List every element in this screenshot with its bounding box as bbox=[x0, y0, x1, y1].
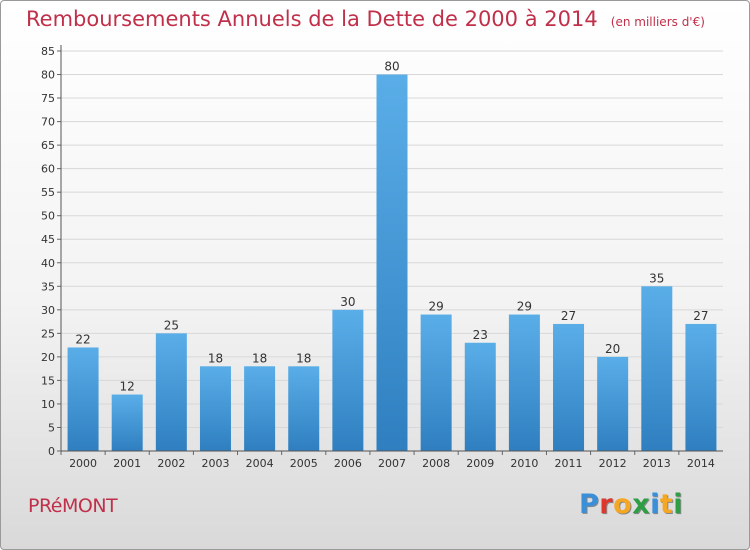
bar-value-label: 18 bbox=[296, 351, 311, 365]
bar-value-label: 80 bbox=[384, 60, 399, 74]
y-tick-label: 40 bbox=[41, 257, 55, 270]
bar bbox=[641, 286, 673, 451]
x-tick-label: 2003 bbox=[201, 457, 229, 470]
bar-value-label: 29 bbox=[517, 300, 532, 314]
bar bbox=[553, 323, 585, 451]
bar-value-label: 22 bbox=[75, 332, 90, 346]
bar bbox=[244, 366, 276, 451]
y-tick-label: 35 bbox=[41, 280, 55, 293]
bar bbox=[288, 366, 320, 451]
y-tick-label: 30 bbox=[41, 304, 55, 317]
x-tick-label: 2009 bbox=[466, 457, 494, 470]
bar-value-label: 30 bbox=[340, 295, 355, 309]
logo-letter: P bbox=[579, 489, 600, 520]
bar-value-label: 27 bbox=[561, 309, 576, 323]
y-tick-label: 5 bbox=[48, 421, 55, 434]
chart-title: Remboursements Annuels de la Dette de 20… bbox=[26, 7, 598, 31]
bar-value-label: 18 bbox=[208, 351, 223, 365]
y-tick-label: 70 bbox=[41, 116, 55, 129]
x-tick-label: 2002 bbox=[157, 457, 185, 470]
y-tick-label: 45 bbox=[41, 233, 55, 246]
bars bbox=[67, 74, 717, 451]
logo-letter: i bbox=[673, 489, 684, 520]
bar-value-label: 27 bbox=[693, 309, 708, 323]
y-tick-label: 0 bbox=[48, 445, 55, 458]
logo-letter: r bbox=[599, 489, 614, 520]
bar bbox=[685, 323, 717, 451]
bar-value-label: 23 bbox=[473, 328, 488, 342]
bar-value-label: 35 bbox=[649, 271, 664, 285]
proxiti-logo[interactable]: Proxiti bbox=[579, 489, 683, 520]
logo-letter: i bbox=[650, 489, 660, 520]
x-tick-label: 2004 bbox=[246, 457, 274, 470]
bar bbox=[111, 394, 143, 451]
y-tick-label: 80 bbox=[41, 69, 55, 82]
data-labels: 22 12 25 18 18 18 30 80 29 23 29 27 20 35 27 bbox=[75, 60, 708, 394]
chart-subtitle: (en milliers d'€) bbox=[610, 15, 705, 29]
bar-value-label: 18 bbox=[252, 351, 267, 365]
y-tick-label: 15 bbox=[41, 374, 55, 387]
logo-letter: t bbox=[659, 489, 674, 520]
bar bbox=[464, 342, 496, 451]
bar bbox=[67, 347, 99, 451]
y-tick-label: 60 bbox=[41, 163, 55, 176]
title-block: Remboursements Annuels de la Dette de 20… bbox=[26, 7, 705, 31]
logo-letter: x bbox=[632, 489, 651, 520]
x-tick-label: 2011 bbox=[555, 457, 583, 470]
x-tick-label: 2008 bbox=[422, 457, 450, 470]
y-tick-label: 25 bbox=[41, 327, 55, 340]
axes bbox=[60, 45, 723, 452]
bar-value-label: 20 bbox=[605, 342, 620, 356]
town-name: PRéMONT bbox=[28, 495, 118, 517]
bar bbox=[155, 333, 187, 451]
x-tick-label: 2001 bbox=[113, 457, 141, 470]
bar-value-label: 29 bbox=[428, 300, 443, 314]
y-tick-label: 85 bbox=[41, 45, 55, 58]
logo-letter: o bbox=[613, 489, 633, 520]
bar bbox=[508, 314, 540, 451]
x-tick-label: 2006 bbox=[334, 457, 362, 470]
bar bbox=[597, 356, 629, 451]
bar bbox=[376, 74, 408, 451]
x-tick-label: 2010 bbox=[510, 457, 538, 470]
y-tick-label: 65 bbox=[41, 139, 55, 152]
x-tick-label: 2007 bbox=[378, 457, 406, 470]
y-tick-label: 55 bbox=[41, 186, 55, 199]
x-tick-label: 2014 bbox=[687, 457, 715, 470]
bar bbox=[199, 366, 231, 451]
bar-value-label: 12 bbox=[120, 380, 135, 394]
bar bbox=[420, 314, 452, 451]
y-tick-label: 10 bbox=[41, 398, 55, 411]
y-axis-ticks: 0 5 10 15 20 25 30 35 40 45 50 55 60 65 70 75 80 85 bbox=[41, 45, 61, 458]
y-tick-label: 20 bbox=[41, 351, 55, 364]
y-tick-label: 50 bbox=[41, 210, 55, 223]
x-tick-label: 2012 bbox=[599, 457, 627, 470]
bar-value-label: 25 bbox=[164, 318, 179, 332]
y-tick-label: 75 bbox=[41, 92, 55, 105]
bar bbox=[332, 309, 364, 451]
x-tick-label: 2000 bbox=[69, 457, 97, 470]
x-tick-label: 2005 bbox=[290, 457, 318, 470]
x-tick-label: 2013 bbox=[643, 457, 671, 470]
x-axis-ticks: 2000 2001 2002 2003 2004 2005 2006 2007 2008 2009… bbox=[60, 451, 715, 470]
